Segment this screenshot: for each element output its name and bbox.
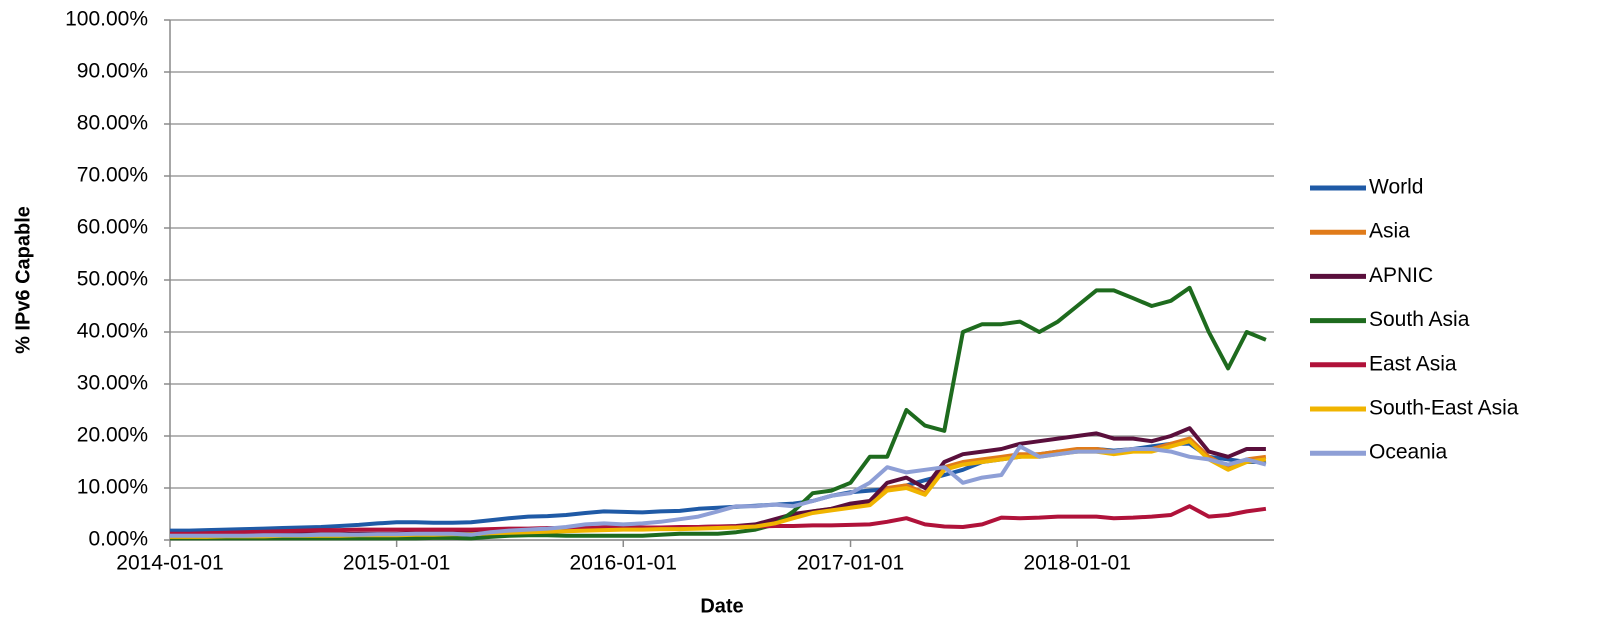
series-line	[170, 439, 1267, 539]
series-line	[170, 444, 1267, 538]
y-tick-label: 50.00%	[77, 268, 148, 291]
x-tick-label: 2015-01-01	[343, 552, 450, 575]
legend-label: East Asia	[1369, 352, 1457, 375]
y-tick-label: 70.00%	[77, 164, 148, 187]
x-tick-label: 2018-01-01	[1023, 552, 1130, 575]
y-tick-label: 100.00%	[65, 8, 148, 31]
series-line	[170, 285, 1267, 541]
x-tick-label: 2016-01-01	[570, 552, 677, 575]
legend-label: South Asia	[1369, 308, 1470, 331]
legend-label: World	[1369, 176, 1423, 199]
series-line	[170, 426, 1266, 538]
x-tick-label: 2017-01-01	[797, 552, 904, 575]
y-tick-label: 30.00%	[77, 372, 148, 395]
legend-label: Oceania	[1369, 441, 1448, 464]
y-tick-label: 40.00%	[77, 320, 148, 343]
x-axis-title: Date	[700, 595, 743, 617]
y-tick-label: 10.00%	[77, 476, 148, 499]
y-axis-title: % IPv6 Capable	[12, 206, 34, 354]
y-tick-label: 80.00%	[77, 112, 148, 135]
y-tick-label: 60.00%	[77, 216, 148, 239]
legend-label: APNIC	[1369, 264, 1433, 287]
y-tick-label: 20.00%	[77, 424, 148, 447]
legend-label: South-East Asia	[1369, 397, 1519, 420]
legend-label: Asia	[1369, 220, 1410, 243]
y-tick-label: 90.00%	[77, 60, 148, 83]
y-tick-label: 0.00%	[88, 528, 148, 551]
x-tick-label: 2014-01-01	[116, 552, 223, 575]
